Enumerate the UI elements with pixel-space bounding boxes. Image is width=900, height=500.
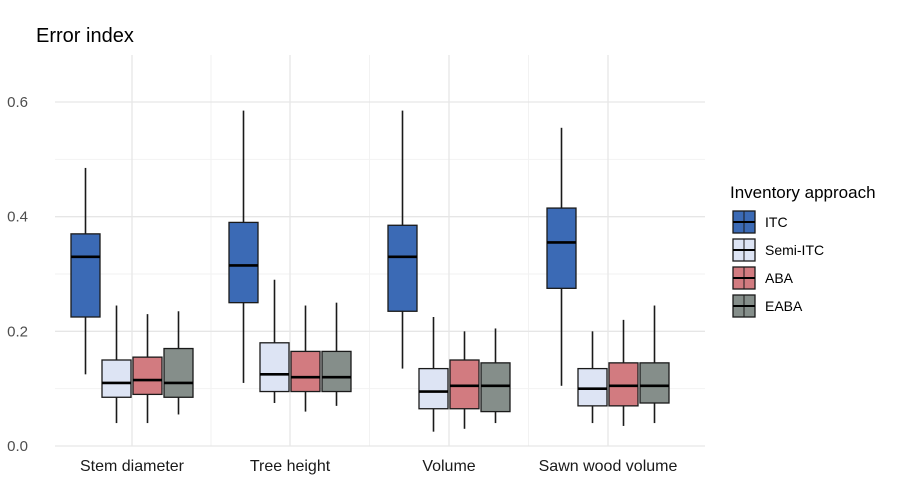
legend-label: ABA (765, 270, 794, 286)
box-body (449, 359, 480, 410)
legend-item-aba: ABA (732, 266, 794, 290)
box-body (321, 350, 352, 393)
box-semi-itc-1 (101, 305, 132, 424)
box-eaba-2 (321, 302, 352, 406)
box-aba-2 (290, 305, 321, 412)
box-eaba-1 (163, 311, 194, 415)
box-body (387, 224, 418, 312)
box-body (101, 359, 132, 398)
legend-label: ITC (765, 214, 788, 230)
box-body (228, 221, 259, 304)
box-semi-itc-2 (259, 279, 290, 403)
box-body (163, 347, 194, 398)
x-tick-label: Volume (422, 458, 475, 475)
grid (55, 55, 705, 447)
box-itc-4 (546, 127, 577, 386)
box-itc-3 (387, 110, 418, 369)
box-body (546, 207, 577, 289)
chart-title: Error index (36, 25, 134, 47)
box-body (608, 362, 639, 407)
y-axis-ticks: 0.0 0.2 0.4 0.6 (7, 94, 28, 455)
box-aba-1 (132, 314, 163, 424)
box-body (577, 367, 608, 407)
box-itc-1 (70, 167, 101, 375)
box-body (132, 356, 163, 396)
box-body (259, 342, 290, 393)
legend-title: Inventory approach (730, 183, 876, 202)
box-aba-4 (608, 319, 639, 426)
legend-label: Semi-ITC (765, 242, 824, 258)
legend-item-itc: ITC (732, 210, 788, 234)
box-body (418, 367, 449, 410)
box-itc-2 (228, 110, 259, 383)
legend: Inventory approach ITC Semi-ITC ABA EABA (730, 183, 876, 318)
box-body (70, 233, 101, 318)
x-tick-label: Tree height (250, 458, 331, 475)
box-aba-3 (449, 331, 480, 429)
box-semi-itc-3 (418, 317, 449, 432)
y-tick-label: 0.4 (7, 209, 28, 226)
x-tick-label: Stem diameter (80, 458, 185, 475)
box-semi-itc-4 (577, 331, 608, 424)
box-body (290, 350, 321, 393)
box-body (639, 362, 670, 404)
box-eaba-3 (480, 328, 511, 424)
boxes (70, 110, 670, 432)
legend-item-eaba: EABA (732, 294, 803, 318)
box-body (480, 362, 511, 413)
legend-label: EABA (765, 298, 803, 314)
x-tick-label: Sawn wood volume (539, 458, 678, 475)
y-tick-label: 0.2 (7, 323, 28, 340)
y-tick-label: 0.6 (7, 94, 28, 111)
box-eaba-4 (639, 305, 670, 424)
x-axis-labels: Stem diameter Tree height Volume Sawn wood … (80, 458, 677, 475)
legend-item-semi-itc: Semi-ITC (732, 238, 824, 262)
y-tick-label: 0.0 (7, 438, 28, 455)
